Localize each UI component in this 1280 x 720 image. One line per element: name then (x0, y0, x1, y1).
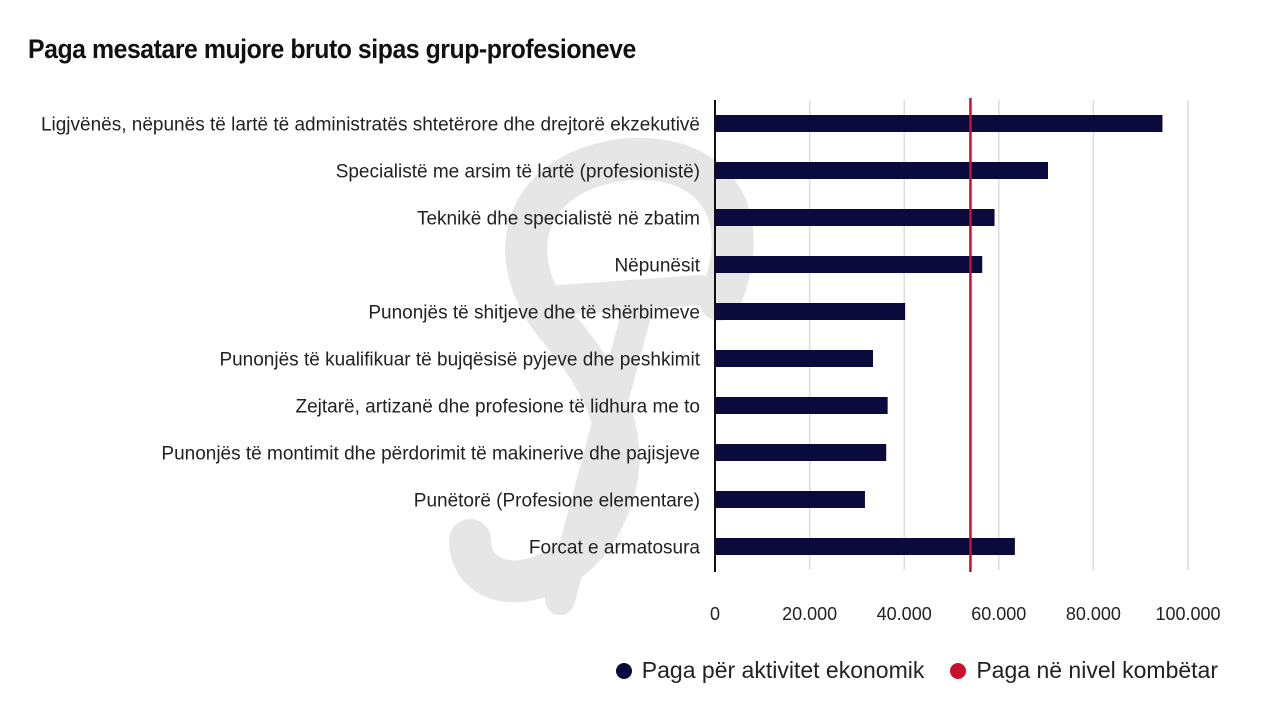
chart-title: Paga mesatare mujore bruto sipas grup-pr… (28, 34, 636, 64)
watermark-bar-stroke (545, 275, 715, 615)
watermark-s-stroke (449, 137, 754, 603)
x-tick-label: 0 (710, 604, 720, 624)
bar (715, 397, 888, 414)
bar (715, 538, 1015, 555)
bar (715, 444, 887, 461)
bar (715, 162, 1048, 179)
category-label: Teknikë dhe specialistë në zbatim (417, 209, 700, 230)
legend-label: Paga për aktivitet ekonomik (641, 657, 925, 683)
bar (715, 256, 983, 273)
bar (715, 350, 873, 367)
bar (715, 491, 865, 508)
x-tick-label: 100.000 (1155, 604, 1220, 624)
category-label: Specialistë me arsim të lartë (profesion… (336, 162, 700, 183)
x-tick-label: 40.000 (877, 604, 932, 624)
watermark-logo (449, 137, 754, 615)
category-label: Punonjës të kualifikuar të bujqësisë pyj… (219, 350, 700, 371)
x-tick-label: 60.000 (971, 604, 1026, 624)
legend-dot-icon (615, 662, 632, 679)
category-label: Punëtorë (Profesione elementare) (414, 491, 700, 512)
legend-dot-icon (950, 662, 967, 679)
category-label: Forcat e armatosura (529, 538, 700, 559)
legend-item-sector: Paga për aktivitet ekonomik (615, 657, 925, 684)
category-label: Nëpunësit (614, 256, 700, 277)
legend-label: Paga në nivel kombëtar (976, 657, 1218, 683)
legend-item-national: Paga në nivel kombëtar (950, 657, 1218, 684)
bar-chart: 0 20.000 40.000 60.000 80.000 100.000 Ligjvënë… (41, 98, 1221, 624)
x-tick-label: 20.000 (782, 604, 837, 624)
category-label: Zejtarë, artizanë dhe profesione të lidh… (295, 397, 700, 418)
x-tick-label: 80.000 (1066, 604, 1121, 624)
legend: Paga për aktivitet ekonomik Paga në nive… (615, 657, 1218, 684)
category-label: Punonjës të montimit dhe përdorimit të m… (161, 444, 700, 465)
category-label: Ligjvënës, nëpunës të lartë të administr… (41, 115, 700, 136)
category-label: Punonjës të shitjeve dhe të shërbimeve (368, 303, 700, 324)
bar (715, 209, 995, 226)
bar (715, 303, 906, 320)
bar (715, 115, 1163, 132)
